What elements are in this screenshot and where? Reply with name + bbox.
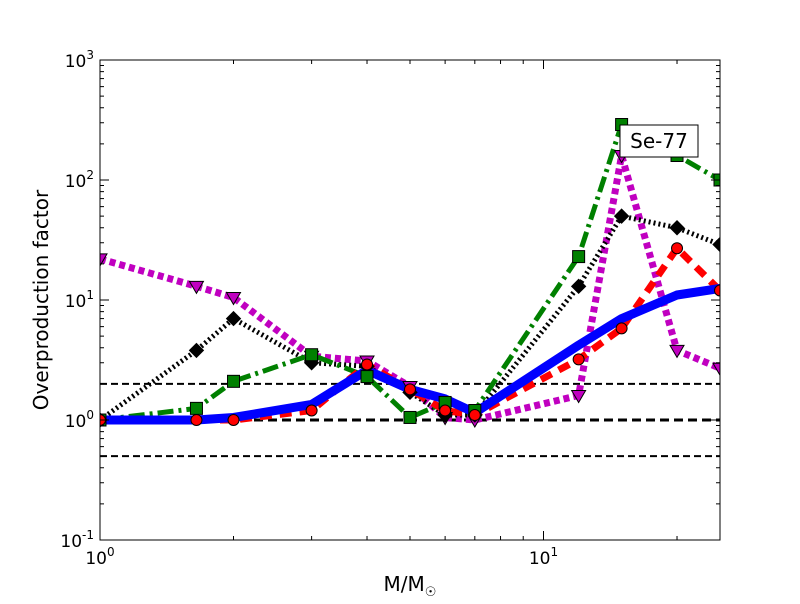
data-point-s3-1 [188,342,205,359]
plot-area [100,60,720,540]
data-point-s1-1 [190,414,203,426]
annotation-box: Se-77 [619,124,699,158]
marker-layer [100,118,720,428]
data-point-s4-11 [712,362,720,377]
series-line-0 [100,283,720,425]
y-axis-label: Overproduction factor [29,189,53,410]
y-tick-label-2: 101 [65,288,94,312]
data-point-s2-8 [572,250,586,264]
data-point-s1-6 [439,404,452,417]
data-point-s4-8 [570,390,587,404]
data-point-s1-5 [404,383,416,396]
annotation-label: Se-77 [630,129,688,153]
data-point-s2-1 [189,401,203,415]
y-tick-label-1: 100 [65,408,94,432]
data-point-s1-3 [305,404,318,417]
data-point-s1-10 [671,242,684,255]
data-point-s3-9 [613,208,630,224]
series-line-3 [100,213,720,423]
data-point-s1-4 [361,358,374,371]
data-point-s2-4 [360,370,374,384]
data-point-s4-10 [669,344,685,359]
y-tick-label-4: 103 [65,48,94,72]
data-point-s3-11 [712,236,720,253]
data-point-s2-3 [305,348,319,362]
data-point-s2-2 [227,374,241,388]
data-point-s1-11 [714,284,720,297]
y-tick-label-3: 102 [65,168,94,192]
x-axis-label: M/M☉ [384,572,437,600]
data-point-s4-1 [188,280,205,295]
x-tick-label-1: 101 [529,545,558,569]
data-point-s1-8 [572,353,585,366]
y-tick-label-0: 10-1 [60,528,94,552]
data-point-s1-2 [227,414,240,426]
x-tick-label-0: 100 [85,545,114,569]
data-point-s1-9 [615,322,628,335]
data-point-s2-5 [403,410,417,424]
data-point-s1-7 [468,409,481,422]
data-point-s3-2 [225,310,242,327]
series-line-4 [100,152,720,424]
data-point-s3-10 [669,220,685,236]
data-point-s4-2 [225,291,242,306]
data-point-s3-8 [570,278,587,295]
data-point-s4-0 [100,253,108,267]
